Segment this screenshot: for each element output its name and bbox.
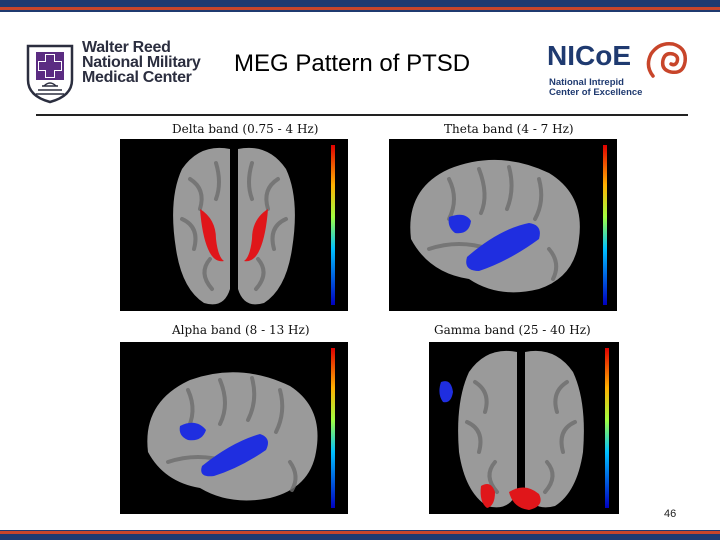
alpha-brain-map — [120, 342, 348, 514]
alpha-band-label: Alpha band (8 - 13 Hz) — [172, 323, 310, 337]
theta-band-label: Theta band (4 - 7 Hz) — [444, 122, 574, 136]
walter-reed-logo: Walter Reed National Military Medical Ce… — [24, 40, 229, 106]
theta-brain-map — [389, 139, 617, 311]
walter-reed-line2: National Military — [82, 54, 201, 71]
nicoe-line2: Center of Excellence — [549, 87, 643, 98]
alpha-colorbar — [331, 348, 335, 508]
header-rule — [36, 114, 688, 116]
gamma-band-label: Gamma band (25 - 40 Hz) — [434, 323, 591, 337]
page-number: 46 — [664, 508, 677, 520]
nicoe-logo: NICoE National Intrepid Center of Excell… — [547, 40, 707, 106]
gamma-brain-map — [429, 342, 619, 514]
theta-colorbar — [603, 145, 607, 305]
nicoe-line1: National Intrepid — [549, 77, 624, 88]
delta-colorbar — [331, 145, 335, 305]
walter-reed-line3: Medical Center — [82, 69, 192, 86]
delta-brain-map — [120, 139, 348, 311]
walter-reed-line1: Walter Reed — [82, 39, 171, 56]
capitol-cross-icon — [26, 44, 74, 104]
delta-band-label: Delta band (0.75 - 4 Hz) — [172, 122, 319, 136]
slide-title: MEG Pattern of PTSD — [234, 50, 471, 77]
nicoe-wordmark: NICoE — [547, 40, 631, 71]
brain-spiral-icon — [646, 41, 687, 78]
bottom-stripe — [0, 530, 720, 540]
gamma-colorbar — [605, 348, 609, 508]
top-stripe — [0, 0, 720, 12]
